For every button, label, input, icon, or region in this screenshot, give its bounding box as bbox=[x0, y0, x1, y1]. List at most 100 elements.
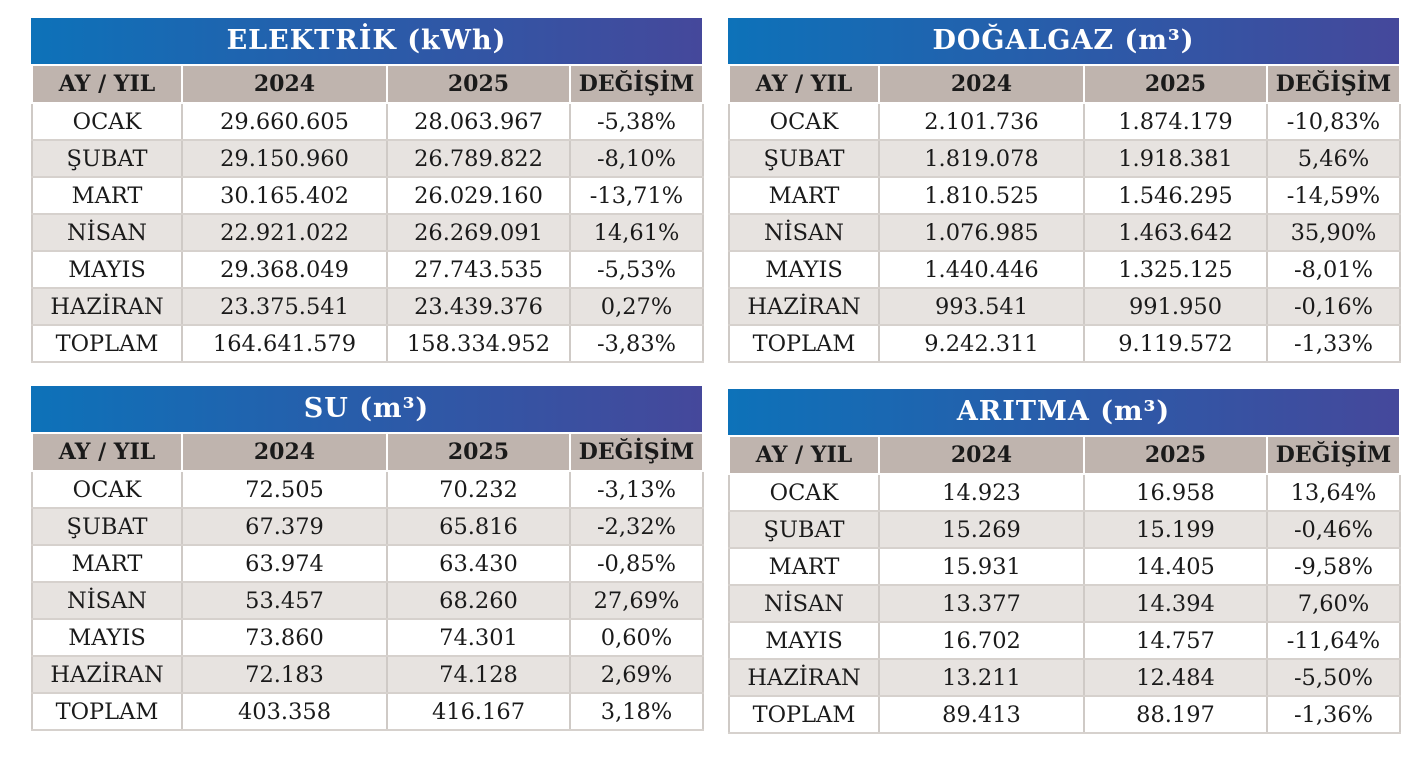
data-table: AY / YIL 2024 2025 DEĞİŞİM OCAK 29.660.60… bbox=[31, 64, 704, 363]
change-cell: 0,60% bbox=[569, 618, 704, 657]
table-row: MART 15.931 14.405 -9,58% bbox=[728, 547, 1401, 586]
month-cell: OCAK bbox=[31, 102, 183, 141]
value-2024-cell: 1.810.525 bbox=[878, 176, 1085, 215]
month-cell: MART bbox=[31, 176, 183, 215]
value-2025-cell: 74.301 bbox=[386, 618, 571, 657]
month-cell: ŞUBAT bbox=[728, 510, 880, 549]
column-header: 2024 bbox=[878, 64, 1085, 104]
column-header: AY / YIL bbox=[31, 64, 183, 104]
value-2025-cell: 28.063.967 bbox=[386, 102, 571, 141]
total-row: TOPLAM 164.641.579 158.334.952 -3,83% bbox=[31, 324, 704, 363]
column-header: AY / YIL bbox=[728, 435, 880, 475]
table-row: HAZİRAN 23.375.541 23.439.376 0,27% bbox=[31, 287, 704, 326]
value-2025-cell: 1.874.179 bbox=[1083, 102, 1268, 141]
column-header: 2025 bbox=[386, 64, 571, 104]
change-cell: 2,69% bbox=[569, 655, 704, 694]
month-cell: TOPLAM bbox=[31, 324, 183, 363]
value-2025-cell: 26.789.822 bbox=[386, 139, 571, 178]
column-header: 2025 bbox=[1083, 435, 1268, 475]
change-cell: -10,83% bbox=[1266, 102, 1401, 141]
value-2024-cell: 16.702 bbox=[878, 621, 1085, 660]
value-2025-cell: 16.958 bbox=[1083, 473, 1268, 512]
month-cell: MART bbox=[31, 544, 183, 583]
change-cell: -9,58% bbox=[1266, 547, 1401, 586]
value-2025-cell: 416.167 bbox=[386, 692, 571, 731]
total-row: TOPLAM 9.242.311 9.119.572 -1,33% bbox=[728, 324, 1401, 363]
value-2025-cell: 991.950 bbox=[1083, 287, 1268, 326]
value-2024-cell: 1.076.985 bbox=[878, 213, 1085, 252]
month-cell: OCAK bbox=[728, 102, 880, 141]
month-cell: OCAK bbox=[31, 470, 183, 509]
change-cell: -0,85% bbox=[569, 544, 704, 583]
table-row: NİSAN 53.457 68.260 27,69% bbox=[31, 581, 704, 620]
month-cell: OCAK bbox=[728, 473, 880, 512]
change-cell: 14,61% bbox=[569, 213, 704, 252]
value-2024-cell: 9.242.311 bbox=[878, 324, 1085, 363]
header-row: AY / YIL 2024 2025 DEĞİŞİM bbox=[31, 64, 704, 104]
table-title: ELEKTRİK (kWh) bbox=[31, 18, 702, 64]
month-cell: TOPLAM bbox=[728, 324, 880, 363]
value-2024-cell: 30.165.402 bbox=[181, 176, 388, 215]
header-row: AY / YIL 2024 2025 DEĞİŞİM bbox=[31, 432, 704, 472]
change-cell: 7,60% bbox=[1266, 584, 1401, 623]
change-cell: -0,16% bbox=[1266, 287, 1401, 326]
value-2024-cell: 13.211 bbox=[878, 658, 1085, 697]
change-cell: 27,69% bbox=[569, 581, 704, 620]
value-2024-cell: 15.269 bbox=[878, 510, 1085, 549]
value-2024-cell: 14.923 bbox=[878, 473, 1085, 512]
table-row: MART 30.165.402 26.029.160 -13,71% bbox=[31, 176, 704, 215]
value-2025-cell: 68.260 bbox=[386, 581, 571, 620]
table-row: MAYIS 29.368.049 27.743.535 -5,53% bbox=[31, 250, 704, 289]
column-header: 2024 bbox=[181, 432, 388, 472]
change-cell: 13,64% bbox=[1266, 473, 1401, 512]
change-cell: -5,53% bbox=[569, 250, 704, 289]
value-2024-cell: 23.375.541 bbox=[181, 287, 388, 326]
column-header: 2024 bbox=[181, 64, 388, 104]
change-cell: -14,59% bbox=[1266, 176, 1401, 215]
header-row: AY / YIL 2024 2025 DEĞİŞİM bbox=[728, 64, 1401, 104]
value-2024-cell: 1.819.078 bbox=[878, 139, 1085, 178]
month-cell: NİSAN bbox=[728, 584, 880, 623]
change-cell: 5,46% bbox=[1266, 139, 1401, 178]
value-2025-cell: 15.199 bbox=[1083, 510, 1268, 549]
value-2024-cell: 403.358 bbox=[181, 692, 388, 731]
table-row: NİSAN 13.377 14.394 7,60% bbox=[728, 584, 1401, 623]
column-header: DEĞİŞİM bbox=[569, 64, 704, 104]
value-2024-cell: 72.505 bbox=[181, 470, 388, 509]
value-2025-cell: 158.334.952 bbox=[386, 324, 571, 363]
value-2025-cell: 63.430 bbox=[386, 544, 571, 583]
value-2025-cell: 27.743.535 bbox=[386, 250, 571, 289]
data-table: AY / YIL 2024 2025 DEĞİŞİM OCAK 2.101.736… bbox=[728, 64, 1401, 363]
column-header: 2025 bbox=[1083, 64, 1268, 104]
change-cell: -3,13% bbox=[569, 470, 704, 509]
month-cell: MAYIS bbox=[31, 250, 183, 289]
value-2025-cell: 14.757 bbox=[1083, 621, 1268, 660]
elektrik-table-panel: ELEKTRİK (kWh) AY / YIL 2024 2025 DEĞİŞİ… bbox=[31, 18, 704, 363]
value-2025-cell: 65.816 bbox=[386, 507, 571, 546]
value-2025-cell: 1.546.295 bbox=[1083, 176, 1268, 215]
su-table-panel: SU (m³) AY / YIL 2024 2025 DEĞİŞİM OCAK 7… bbox=[31, 386, 704, 731]
table-title: DOĞALGAZ (m³) bbox=[728, 18, 1399, 64]
value-2024-cell: 13.377 bbox=[878, 584, 1085, 623]
value-2024-cell: 15.931 bbox=[878, 547, 1085, 586]
value-2024-cell: 164.641.579 bbox=[181, 324, 388, 363]
change-cell: -13,71% bbox=[569, 176, 704, 215]
value-2024-cell: 22.921.022 bbox=[181, 213, 388, 252]
value-2024-cell: 89.413 bbox=[878, 695, 1085, 734]
month-cell: HAZİRAN bbox=[31, 287, 183, 326]
value-2024-cell: 72.183 bbox=[181, 655, 388, 694]
value-2025-cell: 26.269.091 bbox=[386, 213, 571, 252]
change-cell: -8,01% bbox=[1266, 250, 1401, 289]
table-title: SU (m³) bbox=[31, 386, 702, 432]
month-cell: MAYIS bbox=[728, 621, 880, 660]
table-row: OCAK 29.660.605 28.063.967 -5,38% bbox=[31, 102, 704, 141]
value-2025-cell: 70.232 bbox=[386, 470, 571, 509]
table-row: ŞUBAT 29.150.960 26.789.822 -8,10% bbox=[31, 139, 704, 178]
month-cell: MART bbox=[728, 176, 880, 215]
value-2024-cell: 29.368.049 bbox=[181, 250, 388, 289]
column-header: DEĞİŞİM bbox=[1266, 64, 1401, 104]
data-table: AY / YIL 2024 2025 DEĞİŞİM OCAK 72.505 70.… bbox=[31, 432, 704, 731]
table-title: ARITMA (m³) bbox=[728, 389, 1399, 435]
change-cell: -0,46% bbox=[1266, 510, 1401, 549]
table-row: NİSAN 22.921.022 26.269.091 14,61% bbox=[31, 213, 704, 252]
